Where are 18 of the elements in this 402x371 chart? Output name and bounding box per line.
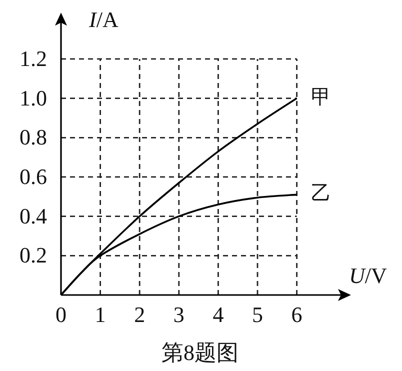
series-label: 乙	[310, 182, 331, 205]
ytick: 1.0	[20, 85, 47, 110]
ytick: 0.4	[20, 203, 47, 228]
xtick: 0	[56, 302, 66, 327]
xtick: 1	[94, 302, 106, 327]
xtick: 3	[173, 302, 184, 327]
xtick: 6	[291, 302, 302, 327]
ytick: 0.2	[20, 242, 47, 268]
ytick: 1.2	[20, 46, 47, 71]
xtick: 2	[134, 302, 146, 327]
series-label: 甲	[310, 86, 331, 108]
ytick: 0.8	[20, 124, 47, 150]
annotation: 第8题图	[162, 340, 238, 365]
ytick: 0.6	[20, 164, 47, 189]
xtick: 4	[212, 302, 224, 327]
ylabel: I/A	[89, 7, 118, 32]
xtick: 5	[252, 302, 263, 327]
xlabel: U/V	[349, 263, 387, 288]
